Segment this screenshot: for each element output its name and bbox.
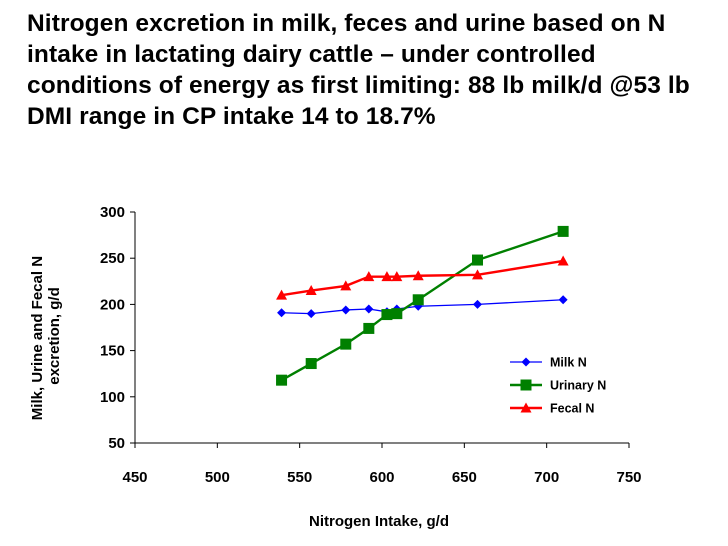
data-point-urinary-n: [412, 294, 424, 306]
chart-axes: 50 100 150 200 250 300 450 500 550 600 650 700 750: [100, 204, 642, 486]
slide-title: Nitrogen excretion in milk, feces and ur…: [27, 10, 690, 130]
y-tick-label: 100: [100, 389, 125, 406]
x-tick-label: 450: [122, 469, 147, 486]
data-point-urinary-n: [391, 308, 403, 320]
x-axis-title: Nitrogen Intake, g/d: [309, 513, 449, 530]
chart-series: [276, 225, 569, 386]
x-tick-label: 600: [369, 469, 394, 486]
data-point-fecal-n: [276, 289, 288, 300]
data-point-milk-n: [473, 299, 483, 309]
y-tick-label: 50: [108, 435, 125, 452]
y-tick-label: 150: [100, 343, 125, 360]
data-point-urinary-n: [340, 338, 352, 350]
data-point-milk-n: [341, 305, 351, 315]
data-point-fecal-n: [381, 271, 393, 282]
x-tick-label: 700: [534, 469, 559, 486]
legend-label-milk-n: Milk N: [550, 356, 587, 370]
y-tick-label: 200: [100, 296, 125, 313]
data-point-urinary-n: [381, 309, 393, 321]
data-point-milk-n: [306, 309, 316, 319]
data-point-fecal-n: [305, 285, 317, 296]
chart-legend: Milk N Urinary N Fecal N: [510, 356, 606, 416]
data-point-urinary-n: [472, 254, 484, 266]
legend-marker-milk-n: [521, 357, 531, 367]
y-axis-title-line-2: excretion, g/d: [46, 287, 63, 385]
x-tick-label: 750: [616, 469, 641, 486]
legend-label-fecal-n: Fecal N: [550, 402, 594, 416]
y-axis-title: Milk, Urine and Fecal N excretion, g/d: [29, 252, 63, 420]
data-point-urinary-n: [276, 374, 288, 386]
series-fecal-n: [276, 255, 569, 300]
x-tick-label: 550: [287, 469, 312, 486]
data-point-urinary-n: [305, 358, 317, 370]
data-point-fecal-n: [472, 269, 484, 280]
data-point-fecal-n: [557, 255, 569, 266]
data-point-milk-n: [558, 295, 568, 305]
data-point-urinary-n: [363, 322, 375, 334]
x-tick-label: 650: [452, 469, 477, 486]
y-axis-title-line-1: Milk, Urine and Fecal N: [29, 256, 46, 420]
data-point-fecal-n: [412, 270, 424, 281]
y-tick-label: 250: [100, 250, 125, 267]
data-point-fecal-n: [363, 271, 375, 282]
y-tick-label: 300: [100, 204, 125, 221]
x-tick-label: 500: [205, 469, 230, 486]
data-point-urinary-n: [557, 225, 569, 237]
data-point-fecal-n: [391, 271, 403, 282]
data-point-fecal-n: [340, 280, 352, 291]
legend-marker-fecal-n: [520, 402, 532, 413]
data-point-milk-n: [277, 308, 287, 318]
legend-marker-urinary-n: [520, 379, 532, 391]
legend-label-urinary-n: Urinary N: [550, 379, 606, 393]
data-point-milk-n: [364, 304, 374, 314]
series-urinary-n: [276, 225, 569, 386]
